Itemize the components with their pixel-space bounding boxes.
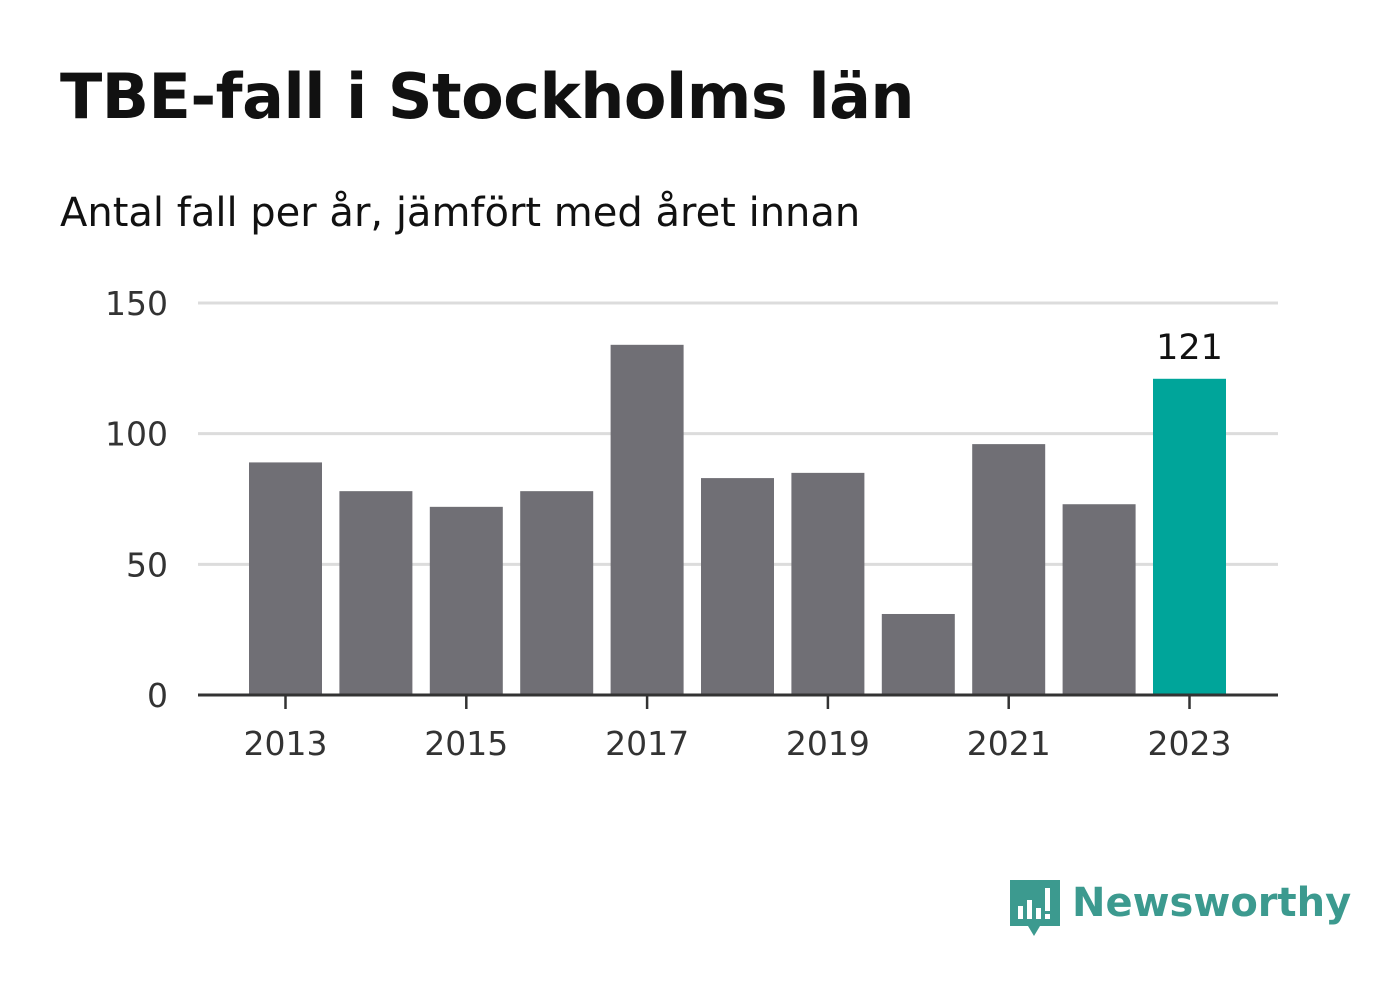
newsworthy-logo-icon bbox=[1010, 880, 1060, 936]
bar-2019 bbox=[791, 472, 865, 695]
bars bbox=[249, 344, 1226, 695]
bar-2018 bbox=[701, 478, 774, 695]
x-tick-label: 2017 bbox=[605, 724, 689, 763]
bar-2014 bbox=[339, 491, 413, 695]
x-tick-label: 2021 bbox=[967, 724, 1051, 763]
chart-title: TBE-fall i Stockholms län bbox=[60, 60, 915, 133]
bar-2022 bbox=[1062, 504, 1136, 695]
x-tick-label: 2019 bbox=[786, 724, 870, 763]
bar-2017 bbox=[610, 344, 684, 695]
x-axis-labels: 2013 2015 2017 2019 2021 2023 bbox=[244, 724, 1232, 763]
y-tick-label: 50 bbox=[126, 545, 168, 584]
bar-2023 bbox=[1153, 378, 1226, 695]
x-tick-label: 2023 bbox=[1148, 724, 1232, 763]
x-tick-label: 2013 bbox=[244, 724, 328, 763]
brand-name: Newsworthy bbox=[1072, 880, 1352, 926]
data-label-2023: 121 bbox=[1156, 328, 1223, 368]
x-tick-label: 2015 bbox=[424, 724, 508, 763]
bar-2020 bbox=[881, 613, 955, 695]
bar-2015 bbox=[429, 506, 503, 695]
bar-2016 bbox=[520, 491, 594, 695]
y-tick-label: 0 bbox=[147, 676, 168, 715]
y-tick-label: 150 bbox=[105, 284, 168, 323]
newsworthy-logo: Newsworthy bbox=[1010, 878, 1351, 940]
data-labels: 121 bbox=[1156, 328, 1223, 368]
y-axis-labels: 0 50 100 150 bbox=[105, 284, 168, 715]
chart-subtitle: Antal fall per år, jämfört med året inna… bbox=[60, 190, 861, 236]
bar-2021 bbox=[972, 444, 1046, 695]
y-tick-label: 100 bbox=[105, 415, 168, 454]
bar-2013 bbox=[249, 462, 322, 695]
x-axis bbox=[198, 693, 1278, 709]
